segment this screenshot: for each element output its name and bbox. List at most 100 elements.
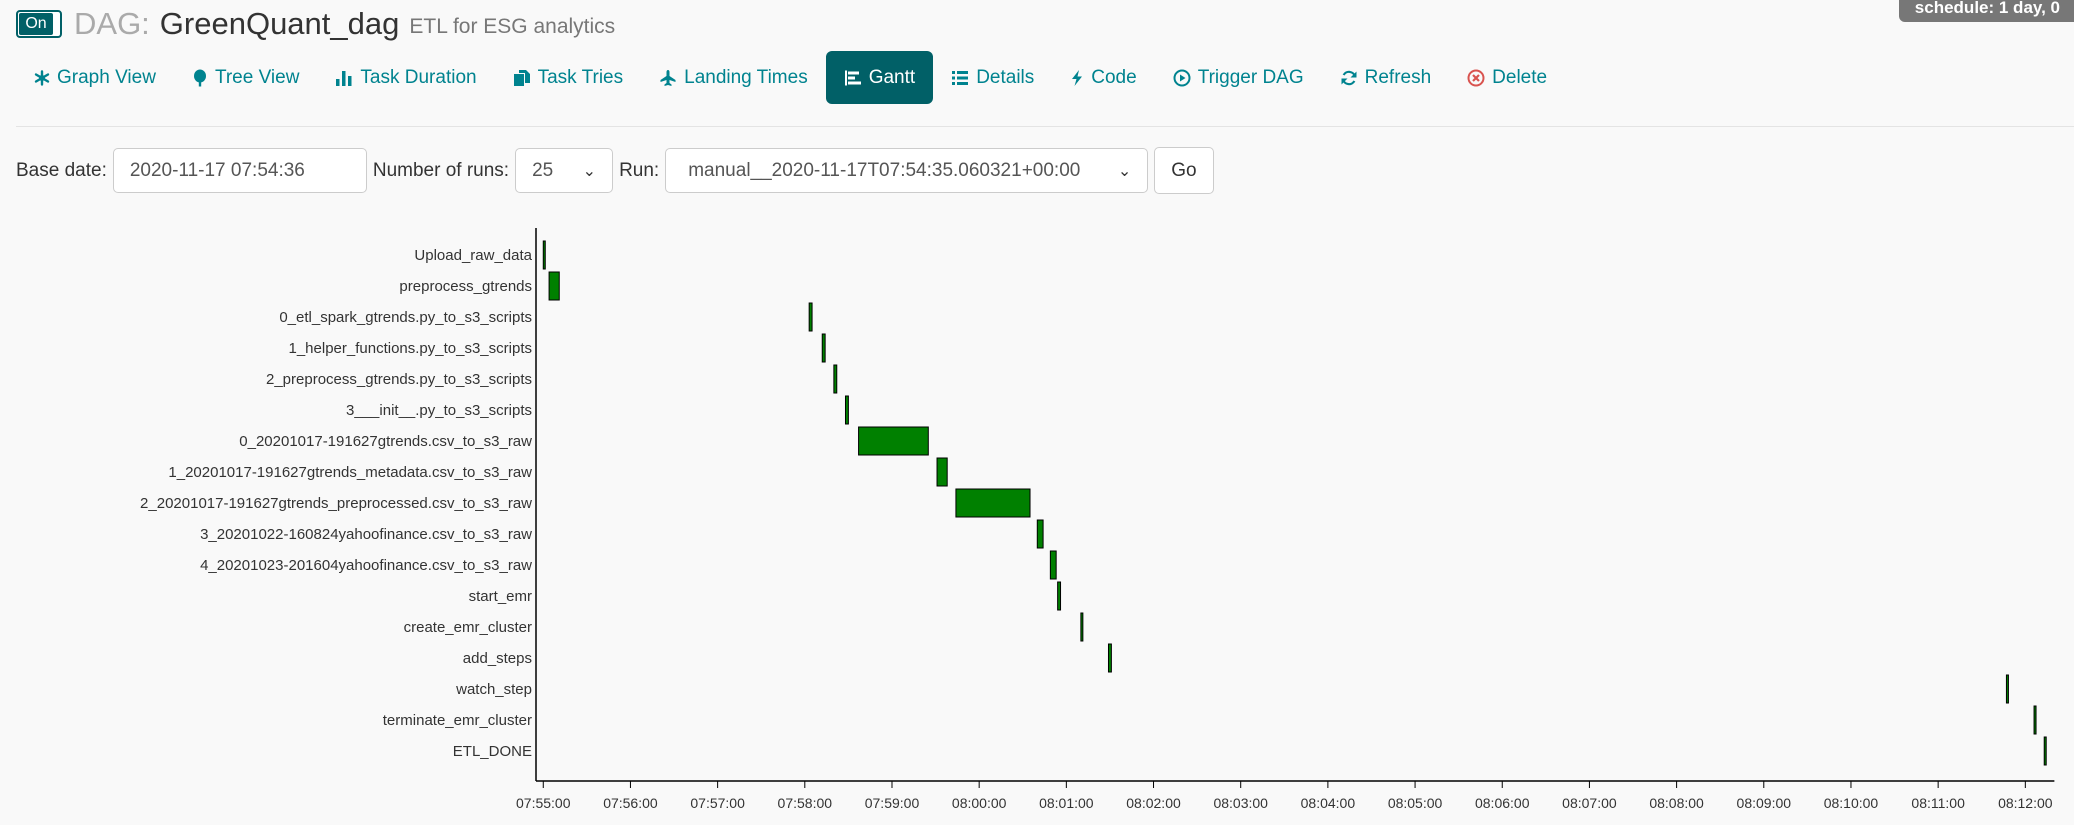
base-date-label: Base date: bbox=[16, 159, 107, 181]
tab-label: Refresh bbox=[1364, 66, 1432, 88]
tab-task-duration[interactable]: Task Duration bbox=[317, 51, 494, 104]
task-bar[interactable] bbox=[1036, 519, 1044, 549]
x-tick-label: 08:00:00 bbox=[952, 795, 1007, 811]
chevron-down-icon: ⌄ bbox=[582, 162, 597, 180]
tab-label: Tree View bbox=[214, 66, 300, 88]
tab-tree-view[interactable]: Tree View bbox=[174, 51, 317, 104]
tab-label: Trigger DAG bbox=[1197, 66, 1304, 88]
task-bar[interactable] bbox=[858, 426, 929, 456]
task-label: ETL_DONE bbox=[453, 743, 532, 760]
tab-label: Graph View bbox=[57, 66, 156, 88]
task-label: 0_etl_spark_gtrends.py_to_s3_scripts bbox=[279, 309, 532, 326]
task-bar[interactable] bbox=[542, 240, 546, 270]
task-label: create_emr_cluster bbox=[404, 619, 532, 636]
task-bar[interactable] bbox=[936, 457, 948, 487]
base-date-value: 2020-11-17 07:54:36 bbox=[129, 159, 305, 181]
task-bar[interactable] bbox=[844, 395, 849, 425]
x-tick-label: 08:02:00 bbox=[1126, 795, 1181, 811]
tab-label: Delete bbox=[1492, 66, 1548, 88]
task-bar[interactable] bbox=[833, 364, 838, 394]
tab-landing-times[interactable]: Landing Times bbox=[641, 51, 826, 104]
tab-code[interactable]: Code bbox=[1052, 51, 1154, 104]
x-tick-label: 08:05:00 bbox=[1388, 795, 1443, 811]
duplicate-icon bbox=[513, 69, 531, 87]
toggle-label: On bbox=[19, 13, 53, 35]
refresh-icon bbox=[1340, 69, 1358, 87]
task-bar[interactable] bbox=[2033, 705, 2037, 735]
task-bar[interactable] bbox=[2005, 674, 2009, 704]
dag-prefix: DAG: bbox=[74, 6, 150, 41]
task-label: 2_20201017-191627gtrends_preprocessed.cs… bbox=[140, 495, 532, 512]
gantt-chart: 07:55:00 07:56:00 07:57:00 07:58:00 07:59:00… bbox=[140, 228, 2055, 811]
x-tick-label: 08:04:00 bbox=[1301, 795, 1356, 811]
task-label: Upload_raw_data bbox=[414, 247, 532, 264]
tab-trigger-dag[interactable]: Trigger DAG bbox=[1155, 51, 1322, 104]
tab-label: Code bbox=[1091, 66, 1137, 88]
tab-label: Gantt bbox=[868, 66, 916, 88]
x-tick-label: 08:03:00 bbox=[1213, 795, 1268, 811]
bar-chart-icon bbox=[335, 69, 353, 87]
task-label: 1_helper_functions.py_to_s3_scripts bbox=[289, 340, 533, 357]
x-tick-label: 07:58:00 bbox=[778, 795, 833, 811]
number-of-runs-select[interactable]: 25 ⌄ bbox=[515, 148, 614, 193]
task-bar[interactable] bbox=[955, 488, 1031, 518]
asterisk-icon bbox=[34, 69, 50, 86]
x-tick-label: 08:06:00 bbox=[1475, 795, 1530, 811]
flash-icon bbox=[1070, 69, 1084, 87]
dag-name: GreenQuant_dag bbox=[159, 6, 400, 41]
plane-icon bbox=[659, 69, 677, 87]
x-tick-label: 08:10:00 bbox=[1824, 795, 1879, 811]
divider bbox=[16, 126, 2074, 127]
x-tick-label: 08:11:00 bbox=[1911, 795, 1965, 811]
play-circle-icon bbox=[1173, 69, 1191, 87]
number-of-runs-label: Number of runs: bbox=[372, 159, 510, 181]
tab-label: Landing Times bbox=[684, 66, 808, 88]
task-bar[interactable] bbox=[548, 271, 560, 301]
chevron-down-icon: ⌄ bbox=[1117, 162, 1132, 180]
task-label: 0_20201017-191627gtrends.csv_to_s3_raw bbox=[239, 433, 532, 450]
run-value: manual__2020-11-17T07:54:35.060321+00:00 bbox=[688, 159, 1081, 181]
list-icon bbox=[951, 69, 969, 87]
tab-label: Details bbox=[976, 66, 1035, 88]
run-label: Run: bbox=[619, 159, 660, 181]
task-bar[interactable] bbox=[821, 333, 826, 363]
run-select[interactable]: manual__2020-11-17T07:54:35.060321+00:00… bbox=[665, 148, 1149, 193]
tab-details[interactable]: Details bbox=[933, 51, 1052, 104]
task-bar[interactable] bbox=[1057, 581, 1062, 611]
tree-icon bbox=[192, 69, 208, 87]
gantt-icon bbox=[844, 69, 862, 87]
task-bar[interactable] bbox=[1107, 643, 1112, 673]
task-bar[interactable] bbox=[2043, 736, 2047, 766]
task-bar[interactable] bbox=[1049, 550, 1057, 580]
x-tick-label: 08:07:00 bbox=[1562, 795, 1617, 811]
x-tick-label: 08:08:00 bbox=[1649, 795, 1704, 811]
x-tick-label: 08:12:00 bbox=[1998, 795, 2053, 811]
x-tick-label: 07:56:00 bbox=[603, 795, 658, 811]
go-button[interactable]: Go bbox=[1154, 147, 1214, 194]
task-label: 3_20201022-160824yahoofinance.csv_to_s3_… bbox=[200, 526, 532, 543]
tab-graph-view[interactable]: Graph View bbox=[16, 51, 174, 104]
dag-header: On DAG: GreenQuant_dag ETL for ESG analy… bbox=[16, 4, 615, 44]
task-bar[interactable] bbox=[1080, 612, 1084, 642]
task-label: add_steps bbox=[463, 650, 532, 667]
task-label: 3___init__.py_to_s3_scripts bbox=[346, 402, 532, 419]
tab-gantt[interactable]: Gantt bbox=[825, 51, 934, 104]
task-label: 1_20201017-191627gtrends_metadata.csv_to… bbox=[168, 464, 532, 481]
x-tick-label: 08:09:00 bbox=[1737, 795, 1792, 811]
task-label: preprocess_gtrends bbox=[399, 278, 532, 295]
task-label: start_emr bbox=[469, 588, 532, 605]
tab-refresh[interactable]: Refresh bbox=[1322, 51, 1450, 104]
x-tick-label: 07:59:00 bbox=[865, 795, 920, 811]
remove-circle-icon bbox=[1467, 69, 1485, 87]
tab-label: Task Duration bbox=[360, 66, 477, 88]
tab-label: Task Tries bbox=[537, 66, 624, 88]
tab-task-tries[interactable]: Task Tries bbox=[495, 51, 642, 104]
base-date-input[interactable]: 2020-11-17 07:54:36 bbox=[112, 148, 367, 193]
tab-delete[interactable]: Delete bbox=[1449, 51, 1565, 104]
number-of-runs-value: 25 bbox=[532, 159, 554, 181]
task-label: terminate_emr_cluster bbox=[383, 712, 532, 729]
dag-on-toggle[interactable]: On bbox=[16, 10, 62, 38]
dag-description: ETL for ESG analytics bbox=[409, 15, 616, 38]
x-tick-label: 08:01:00 bbox=[1039, 795, 1094, 811]
task-bar[interactable] bbox=[808, 302, 813, 332]
